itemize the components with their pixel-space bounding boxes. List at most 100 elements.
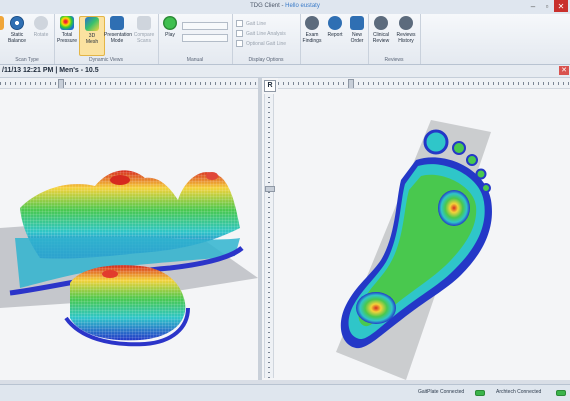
compare-scans-label: Compare Scans (133, 32, 155, 44)
dynamic-scan-button[interactable] (0, 16, 4, 54)
group-reviews: Clinical Review Reviews History Reviews (368, 14, 421, 64)
group-label-manual: Manual (186, 57, 204, 63)
report-label: Report (327, 32, 343, 38)
exam-findings-label: Exam Findings (302, 32, 322, 44)
gait-line-analysis-label: Gait Line Analysis (246, 30, 286, 37)
group-dynamic-views: Total Pressure 3D Mesh Presentation Mode… (54, 14, 159, 64)
scan-info-bar: /11/13 12:21 PM | Men's - 10.5 ✕ (0, 65, 570, 78)
findings-icon (305, 16, 319, 30)
ruler-ticks (278, 82, 570, 85)
gait-line-checkbox[interactable]: Gait Line (236, 20, 266, 27)
window-title-prefix: TDG Client - (250, 3, 286, 9)
right-ruler-thumb[interactable] (348, 79, 354, 88)
mesh-heel-grid (70, 265, 186, 341)
compare-icon (137, 16, 151, 30)
vertical-ruler-thumb[interactable] (265, 186, 275, 192)
presentation-icon (110, 16, 124, 30)
mesh-base-outline (9, 245, 244, 296)
pressure-icon (60, 16, 74, 30)
report-icon (328, 16, 342, 30)
pane-splitter[interactable] (258, 78, 262, 380)
toe-3 (466, 154, 478, 166)
play-icon (163, 16, 177, 30)
new-order-label: New Order (350, 32, 364, 44)
group-label-scan-type: Scan Type (15, 57, 39, 63)
frame-slider[interactable] (182, 34, 228, 42)
report-button[interactable]: Report (323, 16, 347, 54)
window-title: TDG Client - Hello eustaty (0, 3, 570, 9)
group-exam: Exam Findings Report New Order (300, 14, 369, 64)
total-pressure-label: Total Pressure (56, 32, 77, 44)
compare-scans-button[interactable]: Compare Scans (132, 16, 156, 54)
right-2d-view-pane[interactable]: R (262, 78, 570, 380)
mesh-peak-red (110, 175, 130, 185)
group-label-dynamic-views: Dynamic Views (88, 57, 124, 63)
2d-pressure-footprint-render (336, 120, 492, 380)
vertical-ruler-ticks (268, 94, 270, 378)
close-panel-button[interactable]: ✕ (559, 66, 569, 75)
group-display-options: Gait Line Gait Line Analysis Optional Ga… (232, 14, 301, 64)
reviews-history-label: Reviews History (396, 32, 416, 44)
group-label-reviews: Reviews (384, 57, 404, 63)
play-label: Play (165, 32, 175, 38)
group-manual: Play Manual (158, 14, 233, 64)
play-button[interactable]: Play (160, 16, 180, 54)
checkbox-box (236, 30, 243, 37)
hallux-toe (423, 129, 449, 155)
vertical-ruler[interactable] (264, 94, 275, 378)
title-bar: TDG Client - Hello eustaty – ▫ ✕ (0, 0, 570, 15)
optional-gait-line-label: Optional Gait Line (246, 40, 287, 47)
mesh-heel-outline (64, 307, 190, 347)
mesh-front-band (15, 237, 240, 288)
presentation-mode-label: Presentation Mode (104, 32, 133, 44)
clinical-review-icon (374, 16, 388, 30)
side-marker-label: R (267, 82, 273, 89)
reviews-history-button[interactable]: Reviews History (394, 16, 418, 54)
mesh-peak-red-2 (206, 172, 218, 180)
heel-hotspot (356, 292, 396, 324)
clinical-review-label: Clinical Review (372, 32, 390, 44)
reviews-history-icon (399, 16, 413, 30)
balance-icon (10, 16, 24, 30)
static-balance-button[interactable]: Static Balance (5, 16, 29, 54)
side-marker-box: R (264, 80, 276, 92)
left-3d-view-pane[interactable] (0, 78, 258, 380)
window-title-user: Hello eustaty (285, 3, 320, 9)
gaitplate-status: GaitPlate Connected (418, 389, 465, 395)
close-button[interactable]: ✕ (554, 0, 568, 12)
gait-line-analysis-checkbox[interactable]: Gait Line Analysis (236, 30, 286, 37)
3d-mesh-button[interactable]: 3D Mesh (79, 16, 105, 56)
mesh-back-ridge-grid (20, 170, 240, 259)
3d-mesh-label: 3D Mesh (85, 33, 99, 45)
3d-pressure-mesh-render (0, 170, 258, 347)
ruler-ticks (0, 82, 258, 85)
new-order-icon (350, 16, 364, 30)
archtech-status-led (556, 390, 566, 396)
minimize-button[interactable]: – (530, 1, 536, 11)
rotate-label: Rotate (33, 32, 49, 38)
group-scan-type: Static Balance Rotate Scan Type (0, 14, 55, 64)
rotate-button[interactable]: Rotate (29, 16, 53, 54)
checkbox-box (236, 20, 243, 27)
gaitplate-status-led (475, 390, 485, 396)
new-order-button[interactable]: New Order (345, 16, 369, 54)
archtech-status: Archtech Connected (496, 389, 542, 395)
total-pressure-button[interactable]: Total Pressure (55, 16, 79, 54)
checkbox-box (236, 40, 243, 47)
toe-2 (452, 141, 466, 155)
scan-date-label: /11/13 12:21 PM | Men's - 10.5 (2, 67, 99, 74)
optional-gait-line-checkbox[interactable]: Optional Gait Line (236, 40, 286, 47)
static-balance-label: Static Balance (7, 32, 27, 44)
forefoot-hotspot (438, 190, 470, 226)
toe-4 (475, 168, 487, 180)
group-label-display-options: Display Options (248, 57, 284, 63)
right-horizontal-ruler[interactable] (278, 78, 570, 89)
presentation-mode-button[interactable]: Presentation Mode (104, 16, 133, 54)
clinical-review-button[interactable]: Clinical Review (369, 16, 393, 54)
left-horizontal-ruler[interactable] (0, 78, 258, 89)
maximize-button[interactable]: ▫ (545, 1, 549, 11)
toe-5 (481, 183, 491, 193)
playback-slider[interactable] (182, 22, 228, 30)
left-ruler-thumb[interactable] (58, 79, 64, 88)
exam-findings-button[interactable]: Exam Findings (300, 16, 324, 54)
